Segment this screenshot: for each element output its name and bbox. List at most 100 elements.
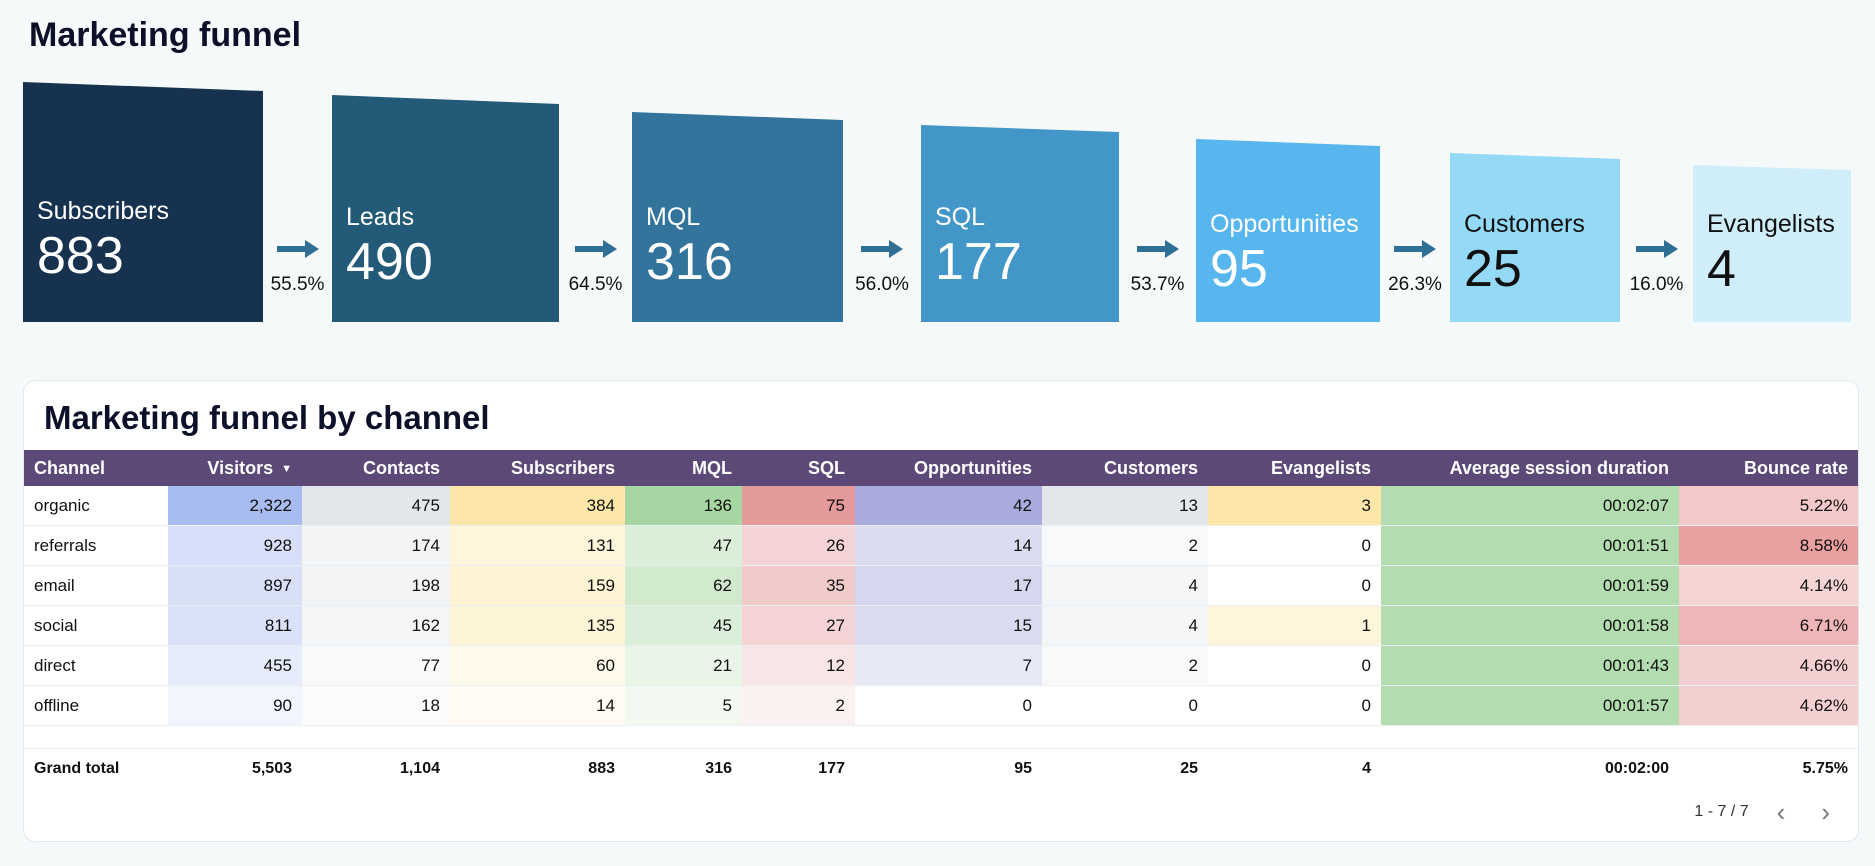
channel-cell: social <box>24 605 168 646</box>
table-cell: 384 <box>450 486 625 526</box>
table-cell: 2 <box>1042 525 1208 566</box>
funnel-stage-label: Customers <box>1464 210 1585 238</box>
table-cell: 17 <box>855 565 1042 606</box>
funnel-stage-value: 177 <box>935 233 1022 291</box>
grand-total-cell: 177 <box>742 748 855 789</box>
table-row-referrals[interactable]: referrals 928 174 131 47 26 14 2 0 00:01:51 8.58% <box>24 525 1858 566</box>
table-header-row: Channel Visitors ▼ Contacts Subscribers M… <box>24 450 1858 486</box>
page-title: Marketing funnel <box>29 16 302 54</box>
arrow-right-icon <box>861 240 903 258</box>
table-cell: 0 <box>1042 685 1208 726</box>
col-header-opportunities[interactable]: Opportunities <box>855 450 1042 486</box>
arrow-right-icon <box>574 240 617 258</box>
grand-total-cell: 00:02:00 <box>1381 748 1679 789</box>
grand-total-cell: 5.75% <box>1679 748 1858 789</box>
pagination-range: 1 - 7 / 7 <box>1694 803 1749 820</box>
funnel-stage-value: 883 <box>37 227 124 285</box>
col-header-mql[interactable]: MQL <box>625 450 742 486</box>
conversion-rate-label: 55.5% <box>270 274 325 295</box>
col-header-evangelists[interactable]: Evangelists <box>1208 450 1381 486</box>
table-row-organic[interactable]: organic 2,322 475 384 136 75 42 13 3 00:02:07 5.22… <box>24 486 1858 526</box>
table-cell: 00:02:07 <box>1381 486 1679 526</box>
table-cell: 1 <box>1208 605 1381 646</box>
table-cell: 4.14% <box>1679 565 1858 606</box>
table-cell: 75 <box>742 486 855 526</box>
table-row-social[interactable]: social 811 162 135 45 27 15 4 1 00:01:58 6.71% <box>24 605 1858 646</box>
spacer-cell <box>742 725 855 749</box>
prev-page-icon[interactable]: ‹ <box>1776 797 1786 827</box>
funnel-stage-customers: Customers 25 <box>1450 153 1620 322</box>
table-body: organic 2,322 475 384 136 75 42 13 3 00:02:07 5.22… <box>24 486 1858 749</box>
table-cell: 0 <box>1208 525 1381 566</box>
col-header-bounce-rate[interactable]: Bounce rate <box>1679 450 1858 486</box>
spacer-cell <box>1042 725 1208 749</box>
funnel-stage-label: Subscribers <box>37 197 169 225</box>
table-cell: 90 <box>168 685 302 726</box>
table-cell: 7 <box>855 645 1042 686</box>
grand-total-cell: 4 <box>1208 748 1381 789</box>
grand-total-cell: 1,104 <box>302 748 450 789</box>
funnel-chart: Subscribers 883 55.5% Leads 490 64.5% MQL 316 56… <box>0 0 1875 340</box>
funnel-stage-value: 95 <box>1210 240 1268 298</box>
table-row-email[interactable]: email 897 198 159 62 35 17 4 0 00:01:59 4.14% <box>24 565 1858 606</box>
table-cell: 27 <box>742 605 855 646</box>
funnel-stage-leads: Leads 490 <box>332 95 559 322</box>
spacer-cell <box>168 725 302 749</box>
col-header-contacts[interactable]: Contacts <box>302 450 450 486</box>
channel-cell: organic <box>24 486 168 526</box>
spacer-cell <box>24 725 168 749</box>
spacer-cell <box>1381 725 1679 749</box>
col-header-channel[interactable]: Channel <box>24 450 168 486</box>
col-header-subscribers[interactable]: Subscribers <box>450 450 625 486</box>
funnel-stage-label: SQL <box>935 203 986 231</box>
table-cell: 135 <box>450 605 625 646</box>
col-header-avg-session-duration[interactable]: Average session duration <box>1381 450 1679 486</box>
table-cell: 475 <box>302 486 450 526</box>
grand-total-cell: 95 <box>855 748 1042 789</box>
table-cell: 62 <box>625 565 742 606</box>
col-header-visitors[interactable]: Visitors ▼ <box>168 450 302 486</box>
table-cell: 4.66% <box>1679 645 1858 686</box>
sort-desc-icon[interactable]: ▼ <box>281 462 292 475</box>
conversion-rate-label: 56.0% <box>855 274 909 295</box>
funnel-stage-label: Evangelists <box>1707 210 1835 238</box>
table-cell: 4 <box>1042 565 1208 606</box>
table-cell: 0 <box>1208 645 1381 686</box>
table-cell: 2,322 <box>168 486 302 526</box>
col-header-visitors-label: Visitors <box>207 457 274 478</box>
table-cell: 8.58% <box>1679 525 1858 566</box>
arrow-right-icon <box>276 240 319 258</box>
col-header-sql[interactable]: SQL <box>742 450 855 486</box>
funnel-stage-label: Leads <box>346 203 415 231</box>
funnel-stage-subscribers: Subscribers 883 <box>23 82 263 322</box>
grand-total-row: Grand total 5,503 1,104 883 316 177 95 25 4 00:02… <box>24 748 1858 789</box>
table-cell: 14 <box>855 525 1042 566</box>
table-cell: 928 <box>168 525 302 566</box>
table-cell: 14 <box>450 685 625 726</box>
grand-total-cell: 316 <box>625 748 742 789</box>
table-cell: 35 <box>742 565 855 606</box>
spacer-cell <box>450 725 625 749</box>
table-cell: 00:01:58 <box>1381 605 1679 646</box>
arrow-right-icon <box>1635 240 1678 258</box>
pagination: 1 - 7 / 7 ‹ › <box>1694 799 1838 825</box>
next-page-icon[interactable]: › <box>1821 797 1830 827</box>
table-cell: 00:01:59 <box>1381 565 1679 606</box>
conversion-rate-label: 16.0% <box>1629 274 1684 295</box>
table-cell: 26 <box>742 525 855 566</box>
table-cell: 12 <box>742 645 855 686</box>
table-cell: 3 <box>1208 486 1381 526</box>
channel-cell: offline <box>24 685 168 726</box>
funnel-stage-value: 316 <box>646 233 733 291</box>
table-title: Marketing funnel by channel <box>44 399 490 436</box>
table-cell: 811 <box>168 605 302 646</box>
table-cell: 897 <box>168 565 302 606</box>
col-header-customers[interactable]: Customers <box>1042 450 1208 486</box>
arrow-right-icon <box>1136 240 1179 258</box>
channel-cell: referrals <box>24 525 168 566</box>
spacer-cell <box>302 725 450 749</box>
table-row-direct[interactable]: direct 455 77 60 21 12 7 2 0 00:01:43 4.66% <box>24 645 1858 686</box>
table-row-offline[interactable]: offline 90 18 14 5 2 0 0 0 00:01:57 4.62% <box>24 685 1858 726</box>
funnel-stage-opportunities: Opportunities 95 <box>1196 139 1380 322</box>
table-cell: 455 <box>168 645 302 686</box>
